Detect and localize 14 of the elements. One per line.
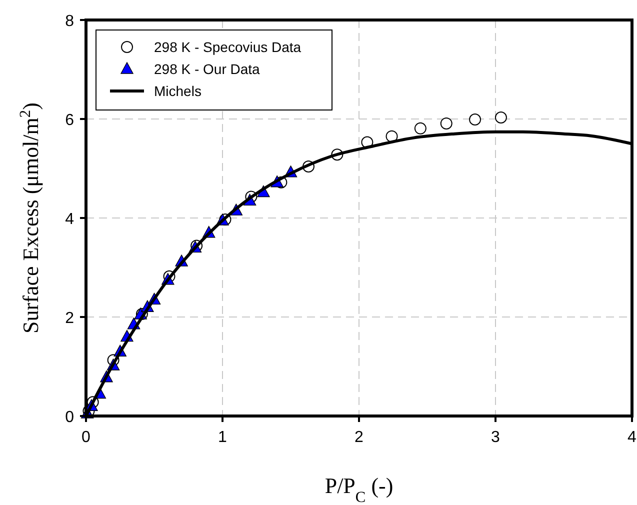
y-tick-label: 8 (65, 13, 74, 30)
y-tick-label: 6 (65, 112, 74, 129)
y-tick-label: 0 (65, 409, 74, 426)
y-tick-label: 2 (65, 310, 74, 327)
x-tick-label: 3 (491, 429, 500, 446)
x-tick-label: 0 (82, 429, 91, 446)
legend-label: Michels (154, 83, 202, 99)
x-tick-label: 1 (218, 429, 228, 446)
legend-label: 298 K - Our Data (154, 61, 260, 77)
legend-label: 298 K - Specovius Data (154, 39, 302, 55)
x-axis-title: P/P$_{C}$ (-) (324, 473, 394, 505)
y-tick-label: 4 (65, 211, 74, 228)
x-tick-label: 2 (354, 429, 364, 446)
x-tick-label: 4 (628, 429, 637, 446)
